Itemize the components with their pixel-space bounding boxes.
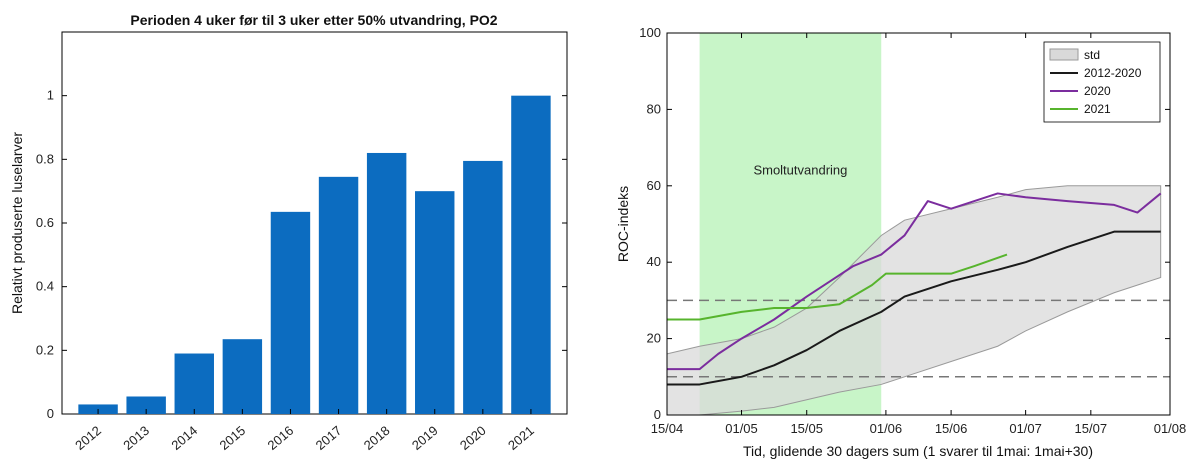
bar-chart-title: Perioden 4 uker før til 3 uker etter 50%…: [130, 12, 497, 28]
line-x-tick-label: 01/08: [1154, 421, 1187, 436]
bar-x-tick-label: 2017: [313, 423, 345, 453]
bar-x-tick-label: 2012: [72, 423, 104, 453]
bar-y-tick-label: 0: [47, 406, 54, 421]
bar-x-tick-label: 2021: [505, 423, 537, 453]
bar-2018: [366, 152, 407, 414]
line-chart: Smoltutvandring 15/04 01/05 15/05 01/06 15/0…: [615, 25, 1186, 459]
line-x-tick-label: 01/06: [870, 421, 903, 436]
line-chart-ylabel: ROC-indeks: [615, 186, 631, 262]
line-y-tick-label: 100: [639, 25, 661, 40]
bar-y-tick-label: 0.2: [36, 342, 54, 357]
line-x-tick-label: 01/05: [725, 421, 758, 436]
bar-2020: [463, 160, 503, 414]
bar-2014: [174, 353, 214, 414]
line-chart-xlabel: Tid, glidende 30 dagers sum (1 svarer ti…: [743, 443, 1093, 459]
line-x-tick-label: 15/05: [790, 421, 823, 436]
line-y-tick-label: 40: [647, 254, 661, 269]
bar-x-tick-label: 2016: [265, 423, 297, 453]
reference-lines: [667, 299, 1170, 378]
smolt-region-label: Smoltutvandring: [753, 163, 847, 178]
legend-label-std: std: [1084, 48, 1100, 62]
bar-y-ticks: 0 0.2 0.4 0.6 0.8 1: [36, 88, 567, 421]
bar-2021: [511, 95, 551, 415]
bar-2016: [270, 211, 311, 414]
line-y-tick-label: 60: [647, 178, 661, 193]
series-line-2021: [667, 253, 1008, 321]
bar-y-tick-label: 0.6: [36, 215, 54, 230]
bar-2019: [415, 191, 455, 414]
line-y-tick-label: 20: [647, 331, 661, 346]
bar-x-tick-label: 2014: [168, 423, 200, 453]
line-x-ticks: 15/04 01/05 15/05 01/06 15/06 01/07 15/07 01/08: [651, 33, 1187, 436]
series-lines: [667, 192, 1162, 386]
bar-chart: Perioden 4 uker før til 3 uker etter 50%…: [9, 12, 568, 453]
legend-label-2021: 2021: [1084, 102, 1111, 116]
bar-x-tick-label: 2018: [361, 423, 393, 453]
line-plot-area: [666, 32, 1171, 416]
bar-2013: [126, 396, 166, 414]
bar-x-tick-label: 2020: [457, 423, 489, 453]
legend-label-2012-2020: 2012-2020: [1084, 66, 1142, 80]
line-y-ticks: 0 20 40 60 80 100: [639, 25, 1170, 422]
bar-2015: [222, 339, 263, 414]
bar-x-tick-label: 2015: [216, 423, 248, 453]
bar-x-tick-label: 2019: [409, 423, 441, 453]
line-x-tick-label: 01/07: [1009, 421, 1042, 436]
line-x-tick-label: 15/07: [1075, 421, 1108, 436]
bar-2017: [318, 176, 359, 414]
line-y-tick-label: 0: [654, 407, 661, 422]
bar-y-tick-label: 1: [47, 88, 54, 103]
legend: std 2012-2020 2020 2021: [1043, 41, 1161, 123]
series-line-2012-2020: [667, 230, 1161, 386]
bar-x-ticks: 2012 2013 2014 2015 2016 2017 2018 2019 2020 2021: [72, 409, 537, 453]
legend-swatch-std: [1049, 48, 1079, 61]
bar-y-tick-label: 0.4: [36, 279, 54, 294]
bar-x-tick-label: 2013: [120, 423, 152, 453]
bars: [78, 95, 551, 415]
bar-chart-ylabel: Relativt produserte luselarver: [9, 132, 25, 314]
line-y-tick-label: 80: [647, 101, 661, 116]
line-x-tick-label: 15/04: [651, 421, 684, 436]
legend-label-2020: 2020: [1084, 84, 1111, 98]
bar-y-tick-label: 0.8: [36, 151, 54, 166]
series-line-2020: [667, 192, 1162, 371]
line-x-tick-label: 15/06: [935, 421, 968, 436]
